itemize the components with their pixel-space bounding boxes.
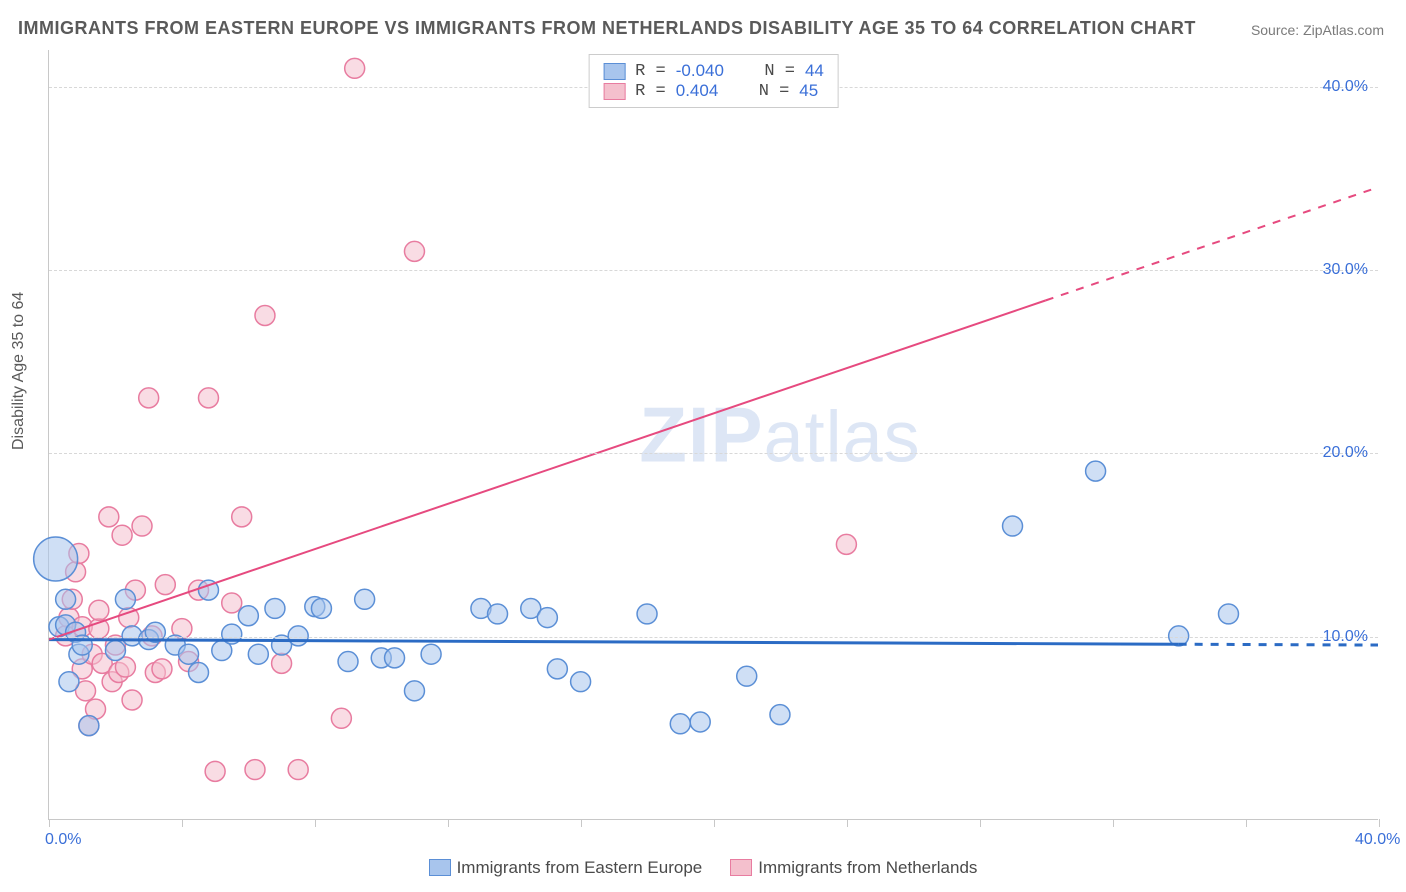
x-tick-label: 0.0% <box>45 831 81 849</box>
legend-label-2: Immigrants from Netherlands <box>758 858 977 877</box>
chart-plot-area: ZIPatlas R = -0.040 N = 44 R = 0.404 N =… <box>48 50 1378 820</box>
stats-legend-box: R = -0.040 N = 44 R = 0.404 N = 45 <box>588 54 839 108</box>
x-tick-label: 40.0% <box>1355 831 1400 849</box>
y-tick-label: 20.0% <box>1323 444 1368 462</box>
source-prefix: Source: <box>1251 22 1303 38</box>
r-value-2: 0.404 <box>676 81 719 101</box>
r-value-1: -0.040 <box>676 61 724 81</box>
source-name: ZipAtlas.com <box>1303 22 1384 38</box>
stats-swatch-1 <box>603 63 625 80</box>
n-prefix: N = <box>764 62 795 81</box>
legend-item-1: Immigrants from Eastern Europe <box>429 858 703 878</box>
source-label: Source: ZipAtlas.com <box>1251 22 1384 38</box>
r-prefix: R = <box>635 82 666 101</box>
stats-row-series-1: R = -0.040 N = 44 <box>603 61 824 81</box>
r-prefix: R = <box>635 62 666 81</box>
bottom-legend: Immigrants from Eastern Europe Immigrant… <box>0 858 1406 878</box>
stats-row-series-2: R = 0.404 N = 45 <box>603 81 824 101</box>
y-axis-label: Disability Age 35 to 64 <box>10 292 28 450</box>
n-value-2: 45 <box>799 81 818 101</box>
legend-item-2: Immigrants from Netherlands <box>730 858 977 878</box>
legend-label-1: Immigrants from Eastern Europe <box>457 858 703 877</box>
stats-swatch-2 <box>603 83 625 100</box>
y-tick-label: 40.0% <box>1323 78 1368 96</box>
legend-swatch-1 <box>429 859 451 876</box>
y-tick-label: 10.0% <box>1323 628 1368 646</box>
chart-svg <box>49 50 1378 819</box>
n-prefix: N = <box>759 82 790 101</box>
legend-swatch-2 <box>730 859 752 876</box>
y-tick-label: 30.0% <box>1323 261 1368 279</box>
n-value-1: 44 <box>805 61 824 81</box>
chart-title: IMMIGRANTS FROM EASTERN EUROPE VS IMMIGR… <box>18 18 1196 39</box>
